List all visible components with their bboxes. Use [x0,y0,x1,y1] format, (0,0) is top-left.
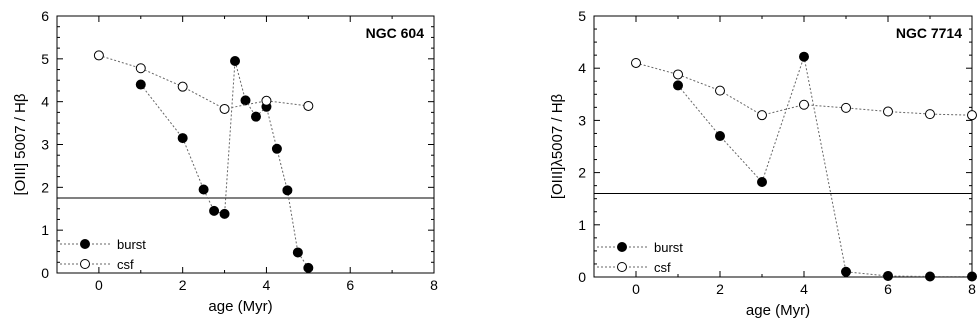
data-point-csf [631,57,641,68]
data-point-burst [292,247,303,258]
y-tick-label: 5 [41,51,49,67]
legend-marker-burst [80,239,90,249]
x-tick-label: 2 [179,277,187,293]
data-point-csf [715,85,725,96]
series-line-burst [140,60,309,269]
chart-ngc-604: 0 2 4 6 8 0 1 2 3 4 5 6 burst csf NGC 604 age (Myr) [OII… [12,8,438,315]
data-point-csf [135,63,146,74]
y-tick-label: 5 [578,8,586,24]
data-point-burst [250,111,261,122]
y-axis-label: [OIII] 5007 / Hβ [12,93,29,195]
data-point-burst [271,143,282,154]
data-point-burst [967,271,977,282]
x-tick-label: 0 [95,277,103,293]
chart-ngc-7714: 0 2 4 6 8 0 1 2 3 4 5 burst csf NGC 7714 age (Myr) [OII… [549,8,977,319]
y-tick-label: 1 [578,217,586,233]
data-point-burst [757,176,767,187]
x-axis-label: age (Myr) [746,302,810,319]
y-tick-label: 3 [578,112,586,128]
y-tick-label: 3 [41,137,49,153]
data-point-csf [303,100,314,111]
x-tick-label: 0 [632,281,640,297]
data-point-csf [799,99,809,110]
data-point-burst [715,131,725,142]
y-tick-label: 2 [41,179,49,195]
data-point-csf [261,95,272,106]
data-point-burst [841,266,851,277]
data-point-csf [967,110,977,121]
data-point-burst [240,95,251,106]
x-tick-label: 6 [884,281,892,297]
y-tick-label: 4 [41,94,49,110]
data-point-csf [841,102,851,113]
data-point-csf [757,110,767,121]
data-point-burst [209,205,220,216]
legend-label-csf: csf [117,257,134,272]
legend-label-burst: burst [117,237,146,252]
data-point-burst [230,55,241,66]
x-tick-label: 8 [968,281,976,297]
x-tick-label: 4 [263,277,271,293]
plot-frame [56,15,435,274]
y-tick-label: 1 [41,222,49,238]
y-tick-label: 6 [41,8,49,24]
y-tick-label: 4 [578,60,586,76]
data-point-csf [219,103,230,114]
data-point-burst [198,184,209,195]
data-point-burst [799,51,809,62]
data-point-burst [673,80,683,91]
y-axis-label: [OIII]λ5007 / Hβ [549,93,566,199]
x-tick-label: 8 [430,277,438,293]
x-tick-label: 6 [346,277,354,293]
data-point-burst [303,262,314,273]
data-point-burst [219,208,230,219]
y-tick-label: 2 [578,165,586,181]
legend-label-csf: csf [654,260,671,275]
data-point-burst [282,185,293,196]
data-point-burst [177,133,188,144]
legend-marker-csf [617,262,627,272]
chart-title: NGC 604 [366,25,425,41]
data-point-csf [177,81,188,92]
data-point-csf [883,106,893,117]
series-line-csf [98,54,309,110]
x-axis-label: age (Myr) [208,298,272,315]
data-point-csf [673,69,683,80]
plot-frame [593,15,973,278]
x-tick-label: 2 [716,281,724,297]
chart-title: NGC 7714 [896,25,962,41]
data-point-burst [135,79,146,90]
data-point-csf [925,109,935,120]
legend-marker-csf [80,259,90,269]
series-line-burst [677,54,972,277]
x-tick-label: 4 [800,281,808,297]
legend-label-burst: burst [654,240,683,255]
data-point-burst [925,271,935,282]
y-tick-label: 0 [41,265,49,281]
data-point-csf [93,50,104,61]
legend-marker-burst [617,242,627,252]
y-tick-label: 0 [578,269,586,285]
data-point-burst [883,270,893,281]
